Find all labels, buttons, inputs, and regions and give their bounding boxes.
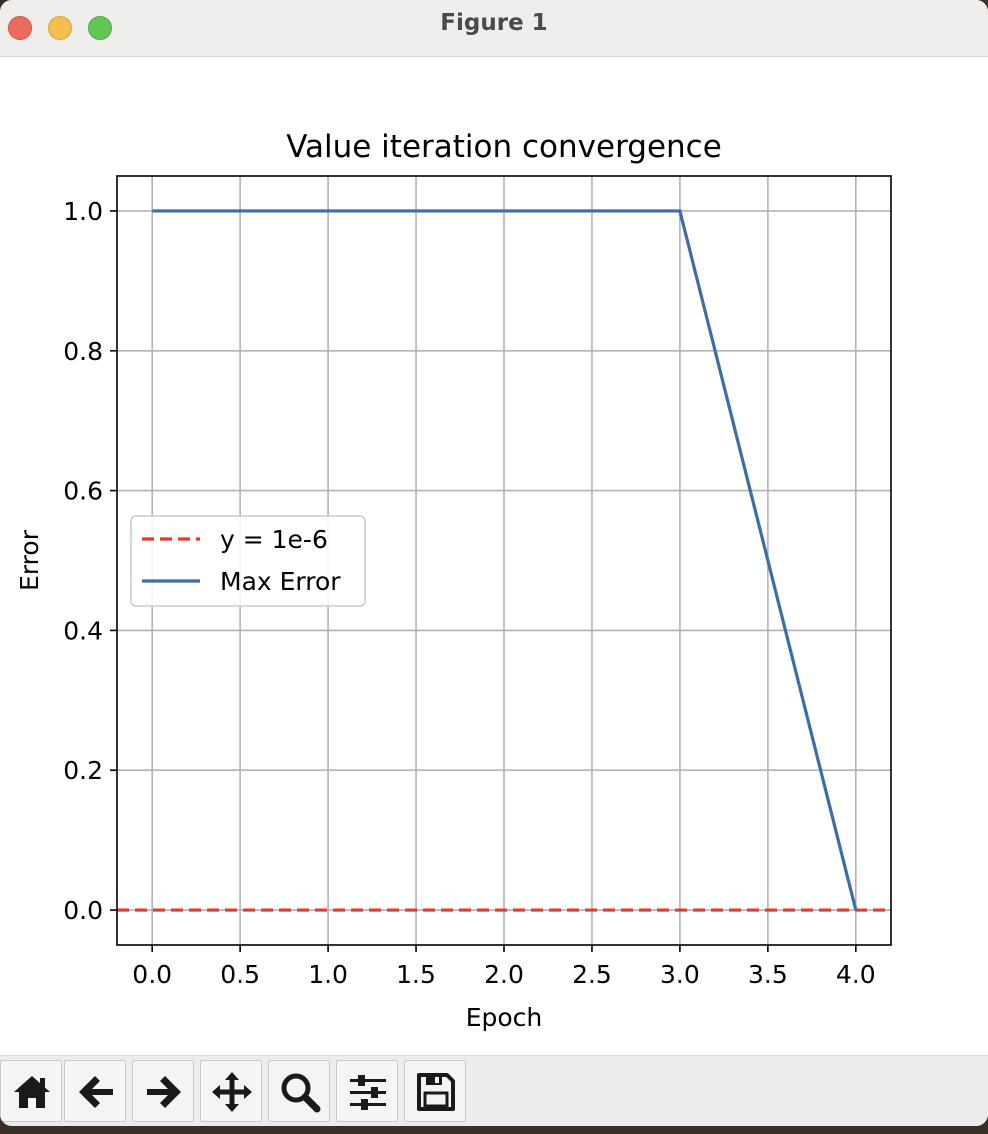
home-button[interactable] [0,1060,62,1122]
close-window-button[interactable] [8,16,32,40]
chart: 0.0 0.5 1.0 1.5 2.0 2.5 3.0 3.5 4.0 0.0 0.2 0.4 0.6 0… [15,129,892,1032]
magnifier-icon [281,1073,321,1113]
configure-subplots-button[interactable] [336,1060,398,1122]
max-error-line [152,209,858,911]
x-tick-label: 3.5 [748,960,788,989]
x-tick-label: 3.0 [660,960,700,989]
legend: y = 1e-6 Max Error [130,515,366,607]
x-axis-label: Epoch [466,1003,543,1032]
title-bar[interactable]: Figure 1 [0,0,988,57]
ticks: 0.0 0.5 1.0 1.5 2.0 2.5 3.0 3.5 4.0 0.0 0.2 0.4 0.6 0… [63,197,875,989]
legend-label: y = 1e-6 [220,525,328,554]
move-icon [212,1072,252,1112]
chart-title: Value iteration convergence [286,129,722,165]
navigation-toolbar [0,1055,988,1126]
x-tick-label: 2.0 [484,960,524,989]
arrow-left-icon [79,1076,113,1108]
minimize-window-button[interactable] [48,16,72,40]
x-tick-label: 1.0 [308,960,348,989]
window-title: Figure 1 [440,10,548,36]
floppy-disk-icon [417,1073,455,1111]
y-tick-label: 0.8 [63,337,103,366]
y-tick-label: 1.0 [63,197,103,226]
y-tick-label: 0.6 [63,477,103,506]
y-tick-label: 0.2 [63,756,103,785]
home-icon [14,1076,50,1108]
x-tick-label: 0.0 [132,960,172,989]
arrow-right-icon [147,1076,181,1108]
save-button[interactable] [404,1060,466,1122]
y-axis-label: Error [15,529,44,591]
figure-canvas[interactable]: 0.0 0.5 1.0 1.5 2.0 2.5 3.0 3.5 4.0 0.0 0.2 0.4 0.6 0… [0,57,988,1055]
pan-button[interactable] [200,1060,262,1122]
series-layer [117,209,891,912]
y-tick-label: 0.0 [63,896,103,925]
x-tick-label: 4.0 [836,960,876,989]
back-button[interactable] [64,1060,126,1122]
zoom-button[interactable] [268,1060,330,1122]
y-tick-label: 0.4 [63,616,103,645]
x-tick-label: 2.5 [572,960,612,989]
legend-label: Max Error [220,567,341,596]
sliders-icon [350,1075,386,1110]
forward-button[interactable] [132,1060,194,1122]
maximize-window-button[interactable] [88,16,112,40]
x-tick-label: 0.5 [220,960,260,989]
x-tick-label: 1.5 [396,960,436,989]
